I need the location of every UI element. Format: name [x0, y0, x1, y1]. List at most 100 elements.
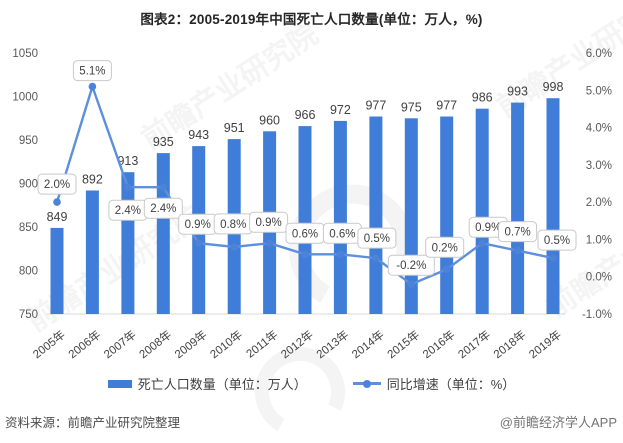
svg-text:0.5%: 0.5% [544, 235, 570, 247]
bar-value-label: 892 [82, 173, 103, 187]
right-axis-tick: 1.0% [586, 234, 612, 246]
svg-text:0.2%: 0.2% [432, 242, 458, 254]
line-point [336, 250, 345, 259]
bar-value-label: 951 [224, 121, 245, 135]
bar-value-label: 998 [543, 80, 564, 94]
bar-value-label: 960 [259, 113, 280, 127]
line-data-callout: 2.0% [37, 173, 77, 195]
line-point [301, 250, 309, 259]
line-data-callout: 5.1% [72, 60, 112, 82]
line-data-callout: 0.6% [322, 222, 362, 244]
left-axis-tick: 900 [19, 179, 38, 191]
line-data-callout: 0.9% [468, 216, 508, 238]
left-axis-tick: 850 [19, 222, 38, 234]
line-data-callout: 0.5% [537, 229, 577, 251]
x-axis-label: 2006年 [65, 327, 103, 361]
svg-text:0.9%: 0.9% [185, 219, 211, 231]
bar [121, 172, 135, 314]
legend-item-deaths: 死亡人口数量（单位：万人） [107, 374, 307, 393]
credit-text: @前瞻经济学人APP [499, 415, 617, 430]
legend: 死亡人口数量（单位：万人） 同比增速（单位：%） [0, 374, 623, 393]
bar-value-label: 935 [153, 135, 174, 149]
line-data-callout: 2.4% [143, 197, 183, 219]
x-axis-label: 2008年 [136, 327, 174, 361]
bar-value-label: 977 [436, 99, 457, 113]
svg-text:-0.2%: -0.2% [396, 260, 426, 272]
left-axis-tick: 1050 [12, 48, 38, 60]
x-axis-label: 2014年 [349, 327, 387, 361]
line-point [230, 243, 238, 251]
footer: 资料来源：前瞻产业研究院整理 @前瞻经济学人APP [0, 412, 623, 431]
line-point [442, 265, 451, 274]
right-axis-tick: 4.0% [586, 123, 612, 135]
line-point [124, 183, 132, 191]
svg-text:0.7%: 0.7% [504, 227, 530, 239]
bar [440, 116, 454, 314]
legend-line-label: 同比增速（单位：%） [386, 377, 516, 392]
svg-text:2.4%: 2.4% [150, 203, 176, 215]
watermark-logo-icon [255, 347, 345, 437]
bar [50, 227, 64, 314]
left-axis-tick: 950 [19, 135, 38, 147]
chart-title: 图表2：2005-2019年中国死亡人口数量(单位：万人，%) [140, 12, 483, 27]
line-point [549, 254, 557, 262]
x-axis-label: 2016年 [420, 327, 458, 361]
line-data-callout: 0.8% [213, 213, 253, 235]
line-point [513, 246, 522, 255]
x-axis-label: 2010年 [207, 327, 245, 361]
bar [546, 98, 560, 314]
bar [85, 190, 99, 314]
bar-value-label: 993 [507, 85, 528, 99]
line-point [194, 239, 203, 247]
svg-text:0.9%: 0.9% [255, 217, 281, 229]
svg-text:0.8%: 0.8% [220, 219, 246, 231]
bar [298, 126, 312, 314]
line-point [53, 198, 61, 206]
line-data-callout: 0.7% [498, 221, 538, 243]
right-axis-tick: 3.0% [586, 160, 612, 172]
line-data-callout: 0.6% [285, 222, 325, 244]
bar [156, 153, 170, 314]
svg-text:2.0%: 2.0% [44, 179, 70, 191]
bar-series-swatch [107, 379, 132, 388]
line-point [265, 239, 274, 247]
line-point [372, 254, 380, 262]
line-data-callout: 0.9% [249, 211, 289, 233]
line-point [478, 239, 487, 247]
x-axis-label: 2019年 [526, 327, 564, 361]
left-axis-tick: 800 [19, 266, 38, 278]
line-data-callout: 0.5% [357, 227, 397, 249]
bar-value-label: 943 [188, 128, 209, 142]
right-axis-tick: 5.0% [586, 85, 612, 97]
bar-value-label: 849 [47, 210, 68, 224]
bar [369, 116, 383, 314]
source-text: 资料来源：前瞻产业研究院整理 [5, 416, 181, 430]
line-swatch-dot-icon [362, 379, 371, 388]
bar [333, 120, 347, 315]
line-point [159, 183, 168, 191]
line-data-callout: 0.2% [425, 236, 465, 258]
x-axis-label: 2017年 [455, 327, 493, 361]
bar-value-label: 975 [401, 100, 422, 114]
svg-text:0.6%: 0.6% [292, 228, 318, 240]
left-axis-tick: 1000 [12, 92, 38, 104]
right-axis-tick: 0.0% [586, 272, 612, 284]
x-axis-label: 2013年 [313, 327, 351, 361]
right-axis-tick: 6.0% [586, 48, 612, 60]
svg-text:2.4%: 2.4% [115, 205, 141, 217]
bar-value-label: 913 [117, 154, 138, 168]
line-data-callout: 2.4% [108, 199, 148, 221]
legend-item-growth: 同比增速（单位：%） [352, 374, 516, 393]
line-data-callout: -0.2% [387, 254, 435, 276]
bar [511, 102, 525, 314]
bar-value-label: 972 [330, 103, 351, 117]
svg-text:5.1%: 5.1% [79, 66, 105, 78]
line-series-swatch [352, 379, 381, 388]
bar-value-label: 986 [472, 91, 493, 105]
bar-value-label: 977 [365, 99, 386, 113]
bar [475, 108, 489, 314]
legend-bar-label: 死亡人口数量（单位：万人） [137, 377, 307, 392]
x-axis-label: 2009年 [172, 327, 210, 361]
right-axis-tick: 2.0% [586, 197, 612, 209]
